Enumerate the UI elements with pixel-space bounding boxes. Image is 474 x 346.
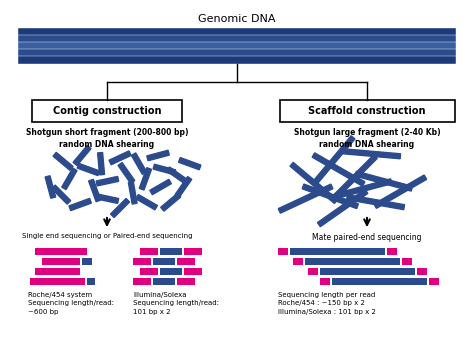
Polygon shape	[131, 153, 147, 174]
Polygon shape	[167, 167, 188, 184]
Bar	[18, 49, 456, 57]
Bar	[184, 268, 202, 275]
Polygon shape	[342, 149, 401, 159]
Bar	[332, 278, 427, 285]
Text: Single end sequencing or Paired-end sequencing: Single end sequencing or Paired-end sequ…	[22, 233, 192, 239]
Polygon shape	[96, 194, 118, 203]
Polygon shape	[346, 195, 405, 210]
Polygon shape	[179, 157, 201, 170]
Text: Illumina/Solexa
Sequencing length/read:
101 bp x 2: Illumina/Solexa Sequencing length/read: …	[133, 292, 219, 315]
Bar	[18, 42, 456, 50]
Bar	[160, 268, 182, 275]
Polygon shape	[335, 179, 392, 199]
Bar	[18, 35, 456, 43]
Polygon shape	[314, 136, 355, 183]
Bar	[320, 268, 415, 275]
Polygon shape	[153, 164, 176, 175]
Polygon shape	[96, 176, 118, 186]
Bar	[402, 258, 412, 265]
Polygon shape	[312, 153, 365, 186]
Polygon shape	[53, 152, 73, 170]
Polygon shape	[161, 193, 181, 211]
Bar	[387, 248, 397, 255]
Bar	[82, 258, 92, 265]
Text: Sequencing length per read
Roche/454 : ~150 bp x 2
Illumina/Solexa : 101 bp x 2: Sequencing length per read Roche/454 : ~…	[278, 292, 376, 315]
Bar	[140, 248, 158, 255]
Polygon shape	[139, 168, 152, 190]
Bar	[30, 278, 85, 285]
Bar	[177, 278, 195, 285]
Text: Shotgun short fragment (200-800 bp)
random DNA shearing: Shotgun short fragment (200-800 bp) rand…	[26, 128, 188, 149]
Text: Scaffold construction: Scaffold construction	[308, 106, 426, 116]
Polygon shape	[290, 162, 337, 203]
Polygon shape	[147, 150, 169, 161]
Bar	[42, 258, 80, 265]
Polygon shape	[302, 184, 358, 209]
Polygon shape	[77, 163, 100, 176]
Polygon shape	[150, 179, 172, 195]
Polygon shape	[69, 198, 91, 211]
Polygon shape	[374, 175, 427, 208]
Bar	[35, 248, 87, 255]
Polygon shape	[73, 145, 91, 165]
Bar	[133, 278, 151, 285]
Polygon shape	[318, 189, 368, 227]
Polygon shape	[118, 163, 135, 183]
Polygon shape	[62, 168, 77, 190]
Bar	[177, 258, 195, 265]
Bar	[18, 56, 456, 64]
Bar	[153, 258, 175, 265]
Text: Contig construction: Contig construction	[53, 106, 161, 116]
Bar	[160, 248, 182, 255]
Bar	[429, 278, 439, 285]
Polygon shape	[355, 171, 412, 191]
Polygon shape	[98, 153, 104, 175]
FancyBboxPatch shape	[280, 100, 455, 122]
Polygon shape	[45, 176, 55, 198]
Text: Roche/454 system
Sequencing length/read:
~600 bp: Roche/454 system Sequencing length/read:…	[28, 292, 114, 315]
Polygon shape	[110, 199, 129, 218]
Bar	[153, 278, 175, 285]
Bar	[184, 248, 202, 255]
Bar	[133, 258, 151, 265]
Polygon shape	[175, 176, 192, 198]
Bar	[417, 268, 427, 275]
Bar	[305, 258, 400, 265]
Polygon shape	[128, 182, 137, 204]
Bar	[278, 248, 288, 255]
Bar	[308, 268, 318, 275]
Bar	[140, 268, 158, 275]
Text: Shotgun large fragment (2-40 Kb)
random DNA shearing: Shotgun large fragment (2-40 Kb) random …	[294, 128, 440, 149]
Polygon shape	[89, 179, 101, 202]
Text: Mate paired-end sequencing: Mate paired-end sequencing	[312, 233, 422, 242]
Bar	[35, 268, 80, 275]
Bar	[320, 278, 330, 285]
FancyBboxPatch shape	[32, 100, 182, 122]
Polygon shape	[52, 185, 71, 204]
Bar	[18, 28, 456, 36]
Polygon shape	[333, 155, 377, 199]
Bar	[290, 248, 385, 255]
Polygon shape	[278, 184, 333, 213]
Bar	[87, 278, 95, 285]
Polygon shape	[109, 151, 131, 165]
Polygon shape	[136, 194, 157, 210]
Bar	[293, 258, 303, 265]
Text: Genomic DNA: Genomic DNA	[198, 14, 276, 24]
